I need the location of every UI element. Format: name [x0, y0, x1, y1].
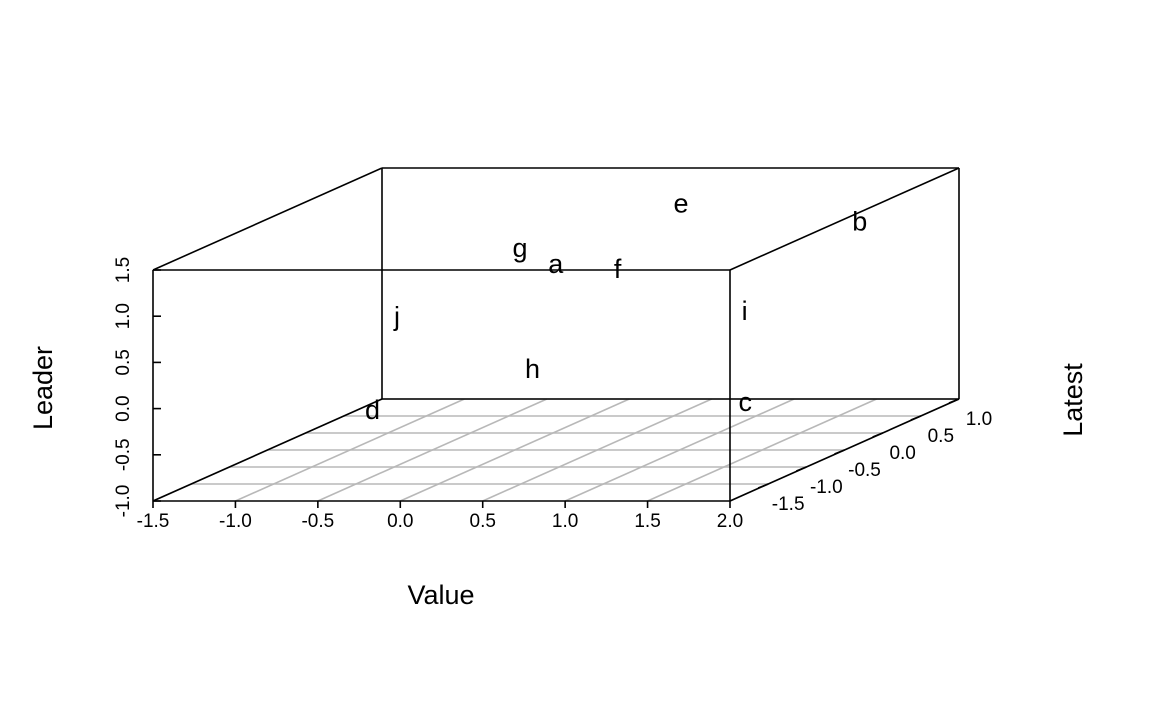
data-points: a b c d e f g h i j [365, 189, 867, 425]
z-tick-label: 0.5 [113, 349, 134, 375]
y-tick-mark [834, 449, 845, 455]
x-tick-label: 2.0 [717, 511, 743, 532]
y-axis-ticks: -1.5-1.0-0.5 0.0 0.5 1.0 [757, 398, 992, 515]
x-tick-label: -1.5 [137, 511, 170, 532]
data-point-label: j [393, 301, 400, 331]
y-tick-label: -1.0 [810, 477, 843, 498]
y-tick-mark [757, 483, 769, 489]
z-tick-label: 1.5 [113, 257, 134, 283]
x-axis-ticks: -1.5 -1.0 -0.5 0.0 0.5 1.0 1.5 2.0 [137, 501, 743, 532]
y-tick-mark [910, 415, 922, 421]
x-tick-label: 0.5 [470, 511, 496, 532]
y-tick-label: -1.5 [772, 494, 805, 515]
x-axis-title: Value [407, 580, 474, 610]
z-axis-ticks: -1.0 -0.5 0.0 0.5 1.0 1.5 [113, 257, 161, 518]
data-point-label: a [548, 249, 564, 279]
box-edge [152, 167, 383, 271]
data-point-label: i [742, 296, 748, 326]
data-point-label: g [512, 233, 527, 263]
z-axis-title: Leader [28, 346, 58, 430]
y-tick-mark [796, 466, 807, 472]
y-tick-label: 0.0 [889, 443, 915, 464]
box-edge [729, 167, 960, 271]
box-edge [152, 398, 383, 502]
x-tick-label: -0.5 [301, 511, 334, 532]
z-tick-label: -0.5 [113, 438, 134, 471]
y-tick-mark [948, 398, 960, 404]
plot-box [152, 167, 960, 502]
z-tick-label: 1.0 [113, 303, 134, 329]
data-point-label: c [739, 387, 753, 417]
x-tick-label: 1.5 [634, 511, 660, 532]
data-point-label: h [525, 354, 540, 384]
data-point-label: d [365, 395, 380, 425]
data-point-label: b [852, 206, 867, 236]
x-tick-label: 1.0 [552, 511, 578, 532]
data-point-label: f [614, 254, 622, 284]
y-tick-mark [872, 432, 883, 438]
y-tick-label: 1.0 [966, 409, 992, 430]
z-tick-label: 0.0 [113, 395, 134, 421]
x-tick-label: 0.0 [387, 511, 413, 532]
y-axis-title: Latest [1058, 363, 1088, 437]
z-tick-label: -1.0 [113, 485, 134, 518]
y-tick-label: -0.5 [848, 460, 881, 481]
y-tick-label: 0.5 [928, 426, 954, 447]
data-point-label: e [674, 189, 689, 219]
x-tick-label: -1.0 [219, 511, 252, 532]
